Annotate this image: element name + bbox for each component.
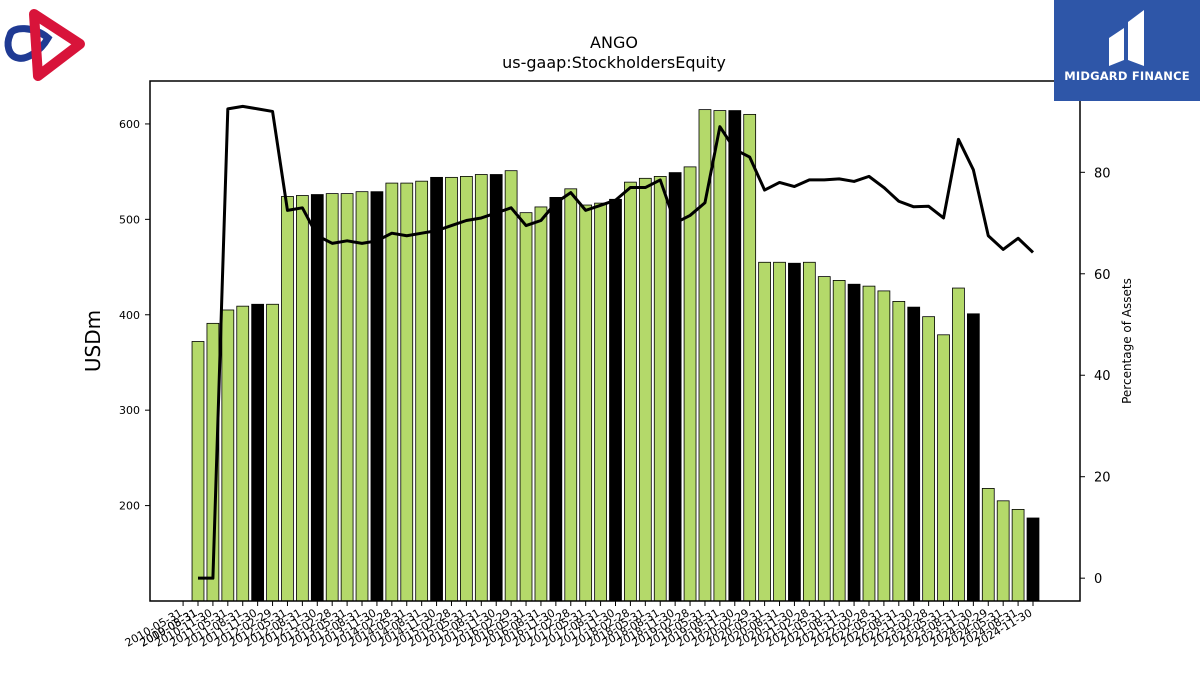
bar (624, 181, 637, 602)
percentage-of-assets-line (198, 104, 1035, 580)
bar (892, 300, 906, 602)
bar (743, 113, 757, 602)
y2-axis-ticks: 0 20 40 60 80 (1080, 166, 1111, 587)
bar (519, 212, 533, 602)
bar (683, 166, 697, 602)
bar (385, 182, 399, 602)
y-tick-label: 400 (119, 309, 140, 322)
bar (325, 193, 339, 602)
brand-logo-mark (4, 9, 85, 81)
bar (966, 313, 980, 602)
bar (191, 341, 205, 602)
bar (937, 334, 950, 602)
y2-tick-label: 80 (1094, 166, 1111, 181)
bar (504, 170, 518, 602)
bar (489, 174, 503, 602)
bar (579, 204, 593, 602)
bar (952, 287, 965, 602)
bar (340, 193, 354, 602)
plot-frame (149, 80, 1081, 602)
bar (713, 110, 727, 602)
y2-tick-label: 60 (1094, 268, 1111, 283)
bar (534, 206, 548, 602)
y2-tick-label: 20 (1094, 471, 1111, 486)
bar (653, 176, 667, 602)
bar (370, 191, 384, 602)
bar (609, 198, 622, 602)
y2-tick-label: 0 (1094, 572, 1102, 587)
bar (847, 283, 861, 602)
y-tick-label: 300 (119, 404, 140, 417)
bar (355, 191, 369, 602)
y-axis-ticks: 200 300 400 500 600 (119, 118, 150, 513)
bar (415, 180, 429, 602)
bar (445, 176, 458, 602)
bar (877, 290, 891, 602)
y2-tick-label: 40 (1094, 369, 1111, 384)
bar (594, 202, 607, 602)
bar (430, 176, 443, 602)
x-axis-ticks: 2009-05-312010-05-312010-08-312010-11-30… (123, 601, 1035, 650)
bar (981, 488, 995, 602)
bar (922, 316, 935, 602)
bar (310, 194, 324, 602)
bar (802, 261, 816, 602)
bar (474, 174, 488, 602)
bar (1026, 517, 1040, 602)
bar (728, 110, 742, 602)
bar (996, 500, 1010, 602)
bar (281, 196, 294, 602)
bar (907, 306, 921, 602)
bar (638, 177, 652, 602)
y-axis-label: USDm (81, 310, 105, 372)
bar (221, 309, 235, 602)
bar (788, 262, 801, 602)
bar (668, 172, 682, 602)
chart-subtitle: us-gaap:StockholdersEquity (502, 53, 726, 72)
y2-axis-label: Percentage of Assets (1120, 278, 1134, 404)
bar (266, 303, 279, 602)
brand-name: MIDGARD FINANCE (1064, 69, 1190, 83)
bar (236, 305, 250, 602)
y-tick-label: 200 (119, 500, 140, 513)
bar (400, 182, 414, 602)
brand-emblem-icon (1109, 10, 1144, 66)
bar (862, 285, 876, 602)
bar (564, 188, 578, 602)
bar (1011, 508, 1025, 602)
y-tick-label: 500 (119, 213, 140, 226)
bar-series (191, 109, 1040, 602)
bar (817, 276, 831, 602)
brand-badge: MIDGARD FINANCE (1054, 0, 1200, 101)
chart-title: ANGO (590, 33, 638, 52)
bar (296, 195, 309, 602)
bar (549, 196, 563, 602)
bar (460, 176, 473, 602)
bar (832, 280, 846, 602)
bar (251, 303, 265, 602)
y-tick-label: 600 (119, 118, 140, 131)
bar (758, 261, 771, 602)
bar (773, 261, 786, 602)
